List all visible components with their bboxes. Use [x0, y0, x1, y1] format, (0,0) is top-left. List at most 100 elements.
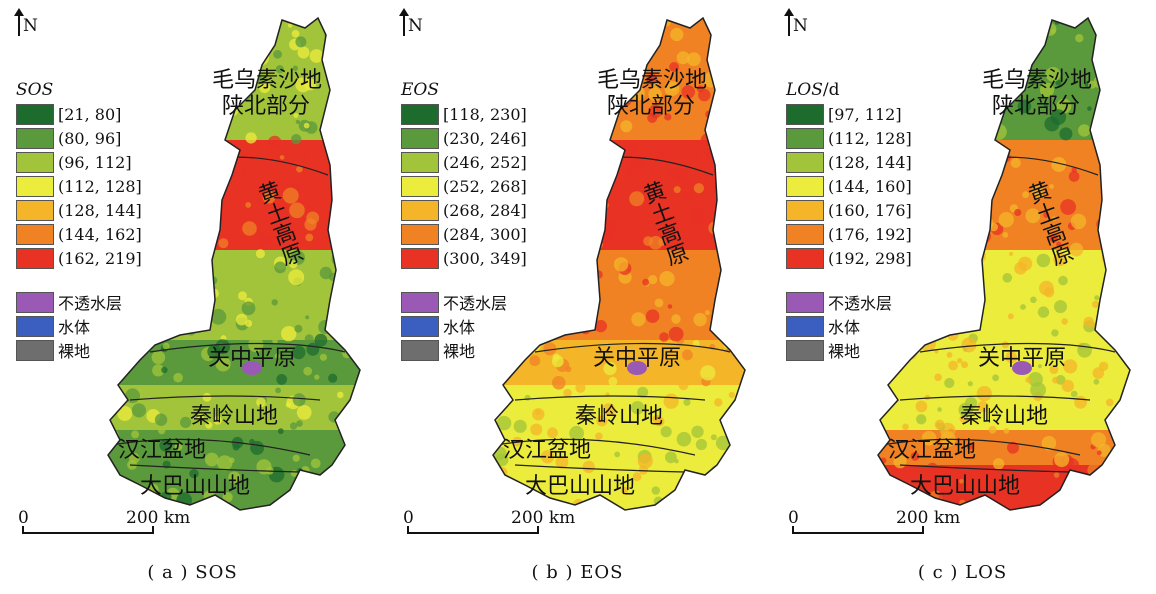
legend-swatch: [16, 199, 54, 221]
legend-swatch: [401, 339, 439, 361]
legend-los: LOS/d [97, 112] (112, 128] (128, 144] (144, …: [786, 80, 912, 362]
legend-label: (246, 252]: [443, 152, 527, 172]
legend-title: SOS: [16, 80, 54, 100]
map-zone: [878, 430, 1130, 465]
legend-label: (176, 192]: [828, 224, 912, 244]
legend-item: (80, 96]: [16, 126, 142, 150]
legend-label: 裸地: [443, 342, 476, 361]
legend-swatch: [16, 223, 54, 245]
north-label: N: [408, 16, 423, 36]
legend-label: (128, 144]: [828, 152, 912, 172]
legend-item: 水体: [786, 314, 912, 338]
panel-caption: ( b ) EOS: [531, 562, 624, 583]
legend-label: 水体: [58, 318, 91, 337]
legend-item: (128, 144]: [16, 198, 142, 222]
legend-swatch: [786, 339, 824, 361]
legend-label: (252, 268]: [443, 176, 527, 196]
legend-item: (268, 284]: [401, 198, 527, 222]
legend-item: (128, 144]: [786, 150, 912, 174]
legend-item: (144, 162]: [16, 222, 142, 246]
legend-item: (160, 176]: [786, 198, 912, 222]
legend-item: [21, 80]: [16, 102, 142, 126]
legend-label: 裸地: [58, 342, 91, 361]
map-svg: [107, 16, 361, 511]
region-label-qinling: 秦岭山地: [575, 404, 664, 429]
legend-swatch: [401, 247, 439, 269]
legend-item: (162, 219]: [16, 246, 142, 270]
map-panel-sos: N SOS [21, 80] (80, 96] (96, 112] (112, 128] (…: [0, 0, 385, 594]
legend-label: 不透水层: [828, 294, 893, 313]
legend-label: (300, 349]: [443, 248, 527, 268]
region-label-maowusu: 毛乌素沙地: [212, 68, 323, 93]
legend-item: (96, 112]: [16, 150, 142, 174]
legend-label: (284, 300]: [443, 224, 527, 244]
north-arrow: N: [14, 8, 38, 36]
legend-label: 水体: [828, 318, 861, 337]
legend-item: 不透水层: [401, 290, 527, 314]
legend-eos: EOS [118, 230] (230, 246] (246, 252] (252, 2…: [401, 80, 527, 362]
north-arrow-icon: [14, 8, 24, 36]
legend-item: 裸地: [401, 338, 527, 362]
province-outline: [492, 16, 746, 511]
legend-label: (144, 162]: [58, 224, 142, 244]
region-label-hanjiang: 汉江盆地: [888, 438, 977, 463]
legend-swatch: [786, 175, 824, 197]
legend-swatch: [401, 223, 439, 245]
region-label-daba: 大巴山山地: [140, 474, 251, 499]
legend-swatch: [401, 103, 439, 125]
legend-swatch: [786, 199, 824, 221]
legend-label: (128, 144]: [58, 200, 142, 220]
legend-item: (112, 128]: [786, 126, 912, 150]
legend-label: 不透水层: [443, 294, 508, 313]
legend-label: 裸地: [828, 342, 861, 361]
legend-swatch: [786, 151, 824, 173]
north-label: N: [793, 16, 808, 36]
legend-item: (246, 252]: [401, 150, 527, 174]
region-label-guanzhong: 关中平原: [978, 346, 1067, 371]
panel-caption: ( c ) LOS: [917, 562, 1008, 583]
legend-label: (162, 219]: [58, 248, 142, 268]
north-arrow: N: [784, 8, 808, 36]
north-arrow-icon: [399, 8, 409, 36]
region-label-guanzhong: 关中平原: [208, 346, 297, 371]
legend-swatch: [16, 247, 54, 269]
legend-swatch: [786, 291, 824, 313]
legend-label: (96, 112]: [58, 152, 132, 172]
impervious-patch: [627, 361, 647, 375]
legend-swatch: [16, 291, 54, 313]
legend-item: 水体: [401, 314, 527, 338]
map-panel-los: N LOS/d [97, 112] (112, 128] (128, 144] (144,…: [770, 0, 1155, 594]
legend-label: 不透水层: [58, 294, 123, 313]
legend-swatch: [786, 127, 824, 149]
scale-distance: 200 km: [511, 508, 576, 528]
region-label-shanbei: 陕北部分: [222, 94, 311, 119]
scale-zero: 0: [788, 508, 799, 528]
region-label-qinling: 秦岭山地: [960, 404, 1049, 429]
legend-swatch: [401, 127, 439, 149]
north-arrow-icon: [784, 8, 794, 36]
legend-title: LOS/d: [786, 80, 840, 100]
region-label-hanjiang: 汉江盆地: [118, 438, 207, 463]
legend-item: 裸地: [786, 338, 912, 362]
legend-swatch: [16, 151, 54, 173]
region-label-guanzhong: 关中平原: [593, 346, 682, 371]
region-label-hanjiang: 汉江盆地: [503, 438, 592, 463]
legend-label: (112, 128]: [828, 128, 912, 148]
legend-swatch: [401, 199, 439, 221]
legend-swatch: [786, 103, 824, 125]
legend-item: 不透水层: [16, 290, 142, 314]
region-label-maowusu: 毛乌素沙地: [982, 68, 1093, 93]
legend-label: (144, 160]: [828, 176, 912, 196]
legend-label: (268, 284]: [443, 200, 527, 220]
map-zone: [108, 385, 360, 430]
north-label: N: [23, 16, 38, 36]
legend-label: [97, 112]: [828, 104, 902, 124]
scale-distance: 200 km: [896, 508, 961, 528]
legend-item: [97, 112]: [786, 102, 912, 126]
legend-item: 水体: [16, 314, 142, 338]
legend-swatch: [401, 151, 439, 173]
legend-item: (252, 268]: [401, 174, 527, 198]
legend-item: 不透水层: [786, 290, 912, 314]
scale-zero: 0: [403, 508, 414, 528]
impervious-patch: [1012, 361, 1032, 375]
